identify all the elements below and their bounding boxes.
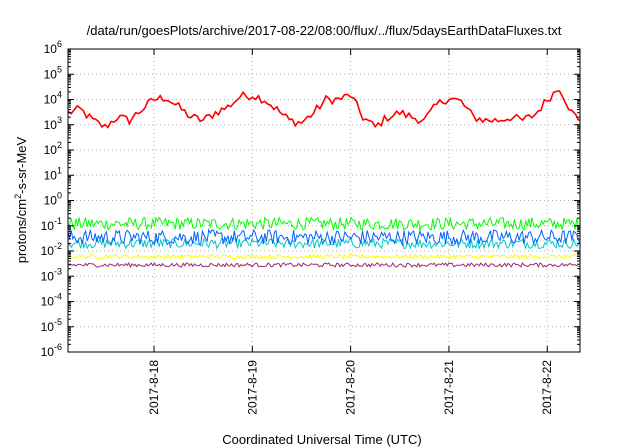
y-axis-label-suffix: -s-sr-MeV [14,136,29,193]
y-tick-label: 105 [44,64,62,81]
x-tick-label: 2017-8-22 [540,360,554,415]
y-tick-label: 10-5 [41,317,62,334]
x-tick-label: 2017-8-19 [245,360,259,415]
series-layer [67,90,581,269]
y-tick-label: 10-1 [41,216,62,233]
y-axis-label-prefix: protons/cm [14,199,29,263]
y-tick-label: 102 [44,140,62,157]
y-tick-label: 103 [44,115,62,132]
x-tick-label: 2017-8-21 [442,360,456,415]
y-tick-label: 104 [44,90,62,107]
y-tick-label: 10-2 [41,241,62,258]
series-line-5 [67,261,581,269]
x-tick-label: 2017-8-18 [147,360,161,415]
y-axis-label: protons/cm2-s-sr-MeV [13,136,29,263]
series-line-1 [67,216,581,232]
series-line-2 [68,236,581,251]
x-axis-ticks: 2017-8-18 2017-8-19 2017-8-20 2017-8-21 2017… [147,49,554,415]
series-line-4 [67,253,580,260]
y-axis-ticks: 10-6 10-5 10-4 10-3 10-2 10-1 100 101 102 103 104 1… [41,39,580,359]
y-tick-label: 10-4 [41,292,62,309]
y-tick-label: 10-6 [41,342,62,359]
grid-lines [68,49,580,352]
y-tick-label: 100 [44,191,62,208]
series-line-3 [67,228,581,247]
y-axis-label-superscript: 2 [13,194,23,199]
chart-title: /data/run/goesPlots/archive/2017-08-22/0… [87,23,562,38]
series-line-0 [67,90,581,129]
x-tick-label: 2017-8-20 [344,360,358,415]
y-tick-label: 10-3 [41,266,62,283]
y-tick-label: 101 [44,165,62,182]
y-tick-label: 106 [44,39,62,56]
x-axis-label: Coordinated Universal Time (UTC) [222,432,421,447]
